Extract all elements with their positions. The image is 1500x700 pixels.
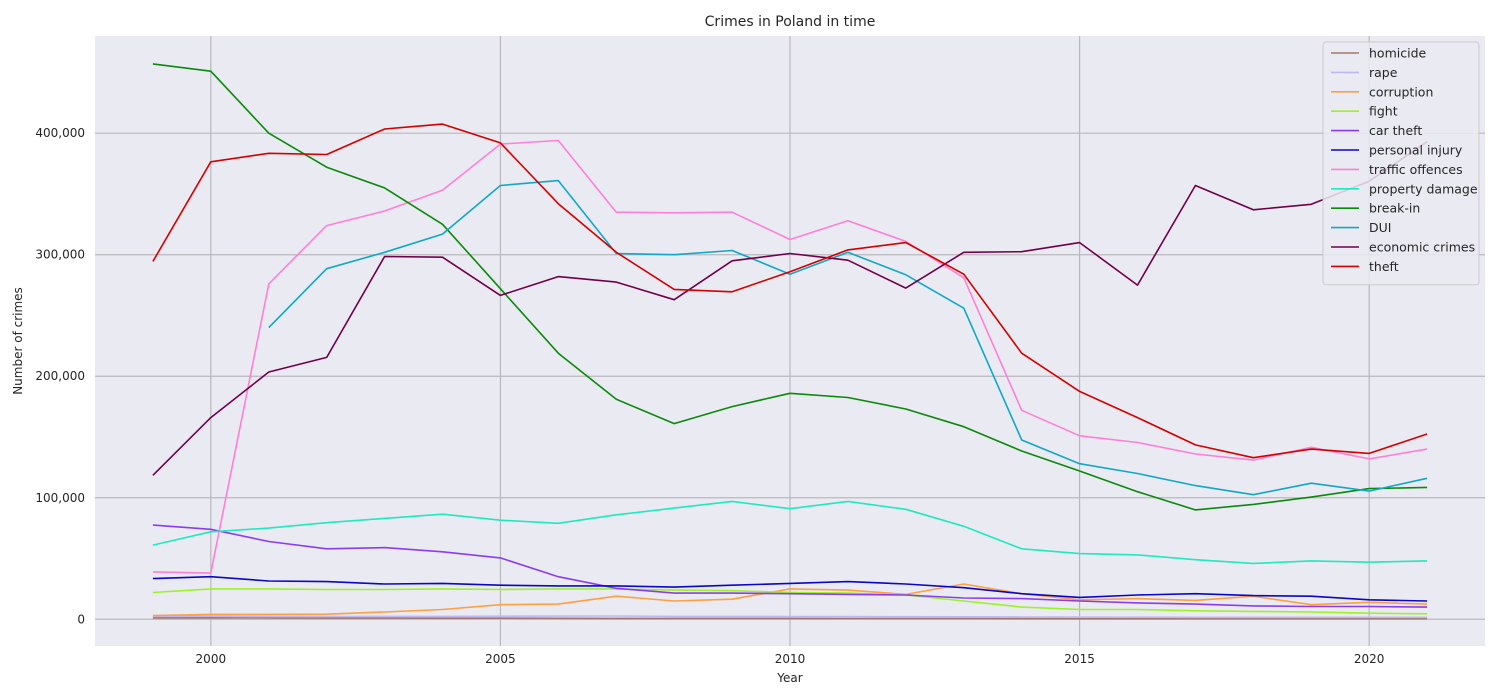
series-line-theft: [152, 123, 1428, 459]
legend-label-corruption: corruption: [1369, 84, 1433, 99]
y-tick-label-400000: 400,000: [35, 126, 85, 140]
grid-lines: [95, 36, 1485, 646]
legend-label-theft: theft: [1369, 259, 1399, 274]
series-line-fight: [152, 588, 1428, 615]
series-line-break-in: [152, 63, 1428, 511]
x-tick-label-2000: 2000: [196, 652, 227, 666]
series-line-traffic-offences: [152, 139, 1428, 574]
y-tick-label-200000: 200,000: [35, 369, 85, 383]
legend-label-property-damage: property damage: [1369, 181, 1478, 196]
legend-label-fight: fight: [1369, 104, 1398, 119]
series-line-homicide: [152, 616, 1428, 620]
legend-label-DUI: DUI: [1369, 220, 1391, 235]
x-axis-title: Year: [776, 671, 802, 685]
series-line-personal-injury: [152, 575, 1428, 602]
series-line-economic-crimes: [152, 141, 1428, 476]
legend: homicide rape corruption fight car theft pers…: [1322, 41, 1480, 286]
x-tick-label-2005: 2005: [485, 652, 516, 666]
y-tick-label-100000: 100,000: [35, 491, 85, 505]
y-axis-title: Number of crimes: [11, 287, 25, 395]
series-line-corruption: [152, 583, 1428, 617]
y-tick-label-0: 0: [77, 612, 85, 626]
x-tick-label-2010: 2010: [775, 652, 806, 666]
legend-label-car-theft: car theft: [1369, 123, 1422, 138]
series-line-rape: [152, 615, 1428, 619]
legend-box: [1322, 41, 1480, 286]
legend-label-economic-crimes: economic crimes: [1369, 240, 1475, 255]
legend-label-traffic-offences: traffic offences: [1369, 162, 1463, 177]
series-line-property-damage: [152, 500, 1428, 565]
tick-labels: 2000 2005 2010 2015 2020 0 100,000 200,000 300,0…: [35, 126, 1384, 666]
x-tick-label-2015: 2015: [1064, 652, 1095, 666]
y-tick-label-300000: 300,000: [35, 248, 85, 262]
series-line-car-theft: [152, 524, 1428, 608]
legend-label-rape: rape: [1369, 65, 1398, 80]
legend-label-break-in: break-in: [1369, 201, 1420, 216]
legend-label-homicide: homicide: [1369, 46, 1426, 61]
chart-title: Crimes in Poland in time: [705, 14, 876, 30]
series-line-DUI: [268, 179, 1428, 496]
x-tick-label-2020: 2020: [1354, 652, 1385, 666]
series-lines: [152, 63, 1428, 620]
legend-label-personal-injury: personal injury: [1369, 143, 1463, 158]
